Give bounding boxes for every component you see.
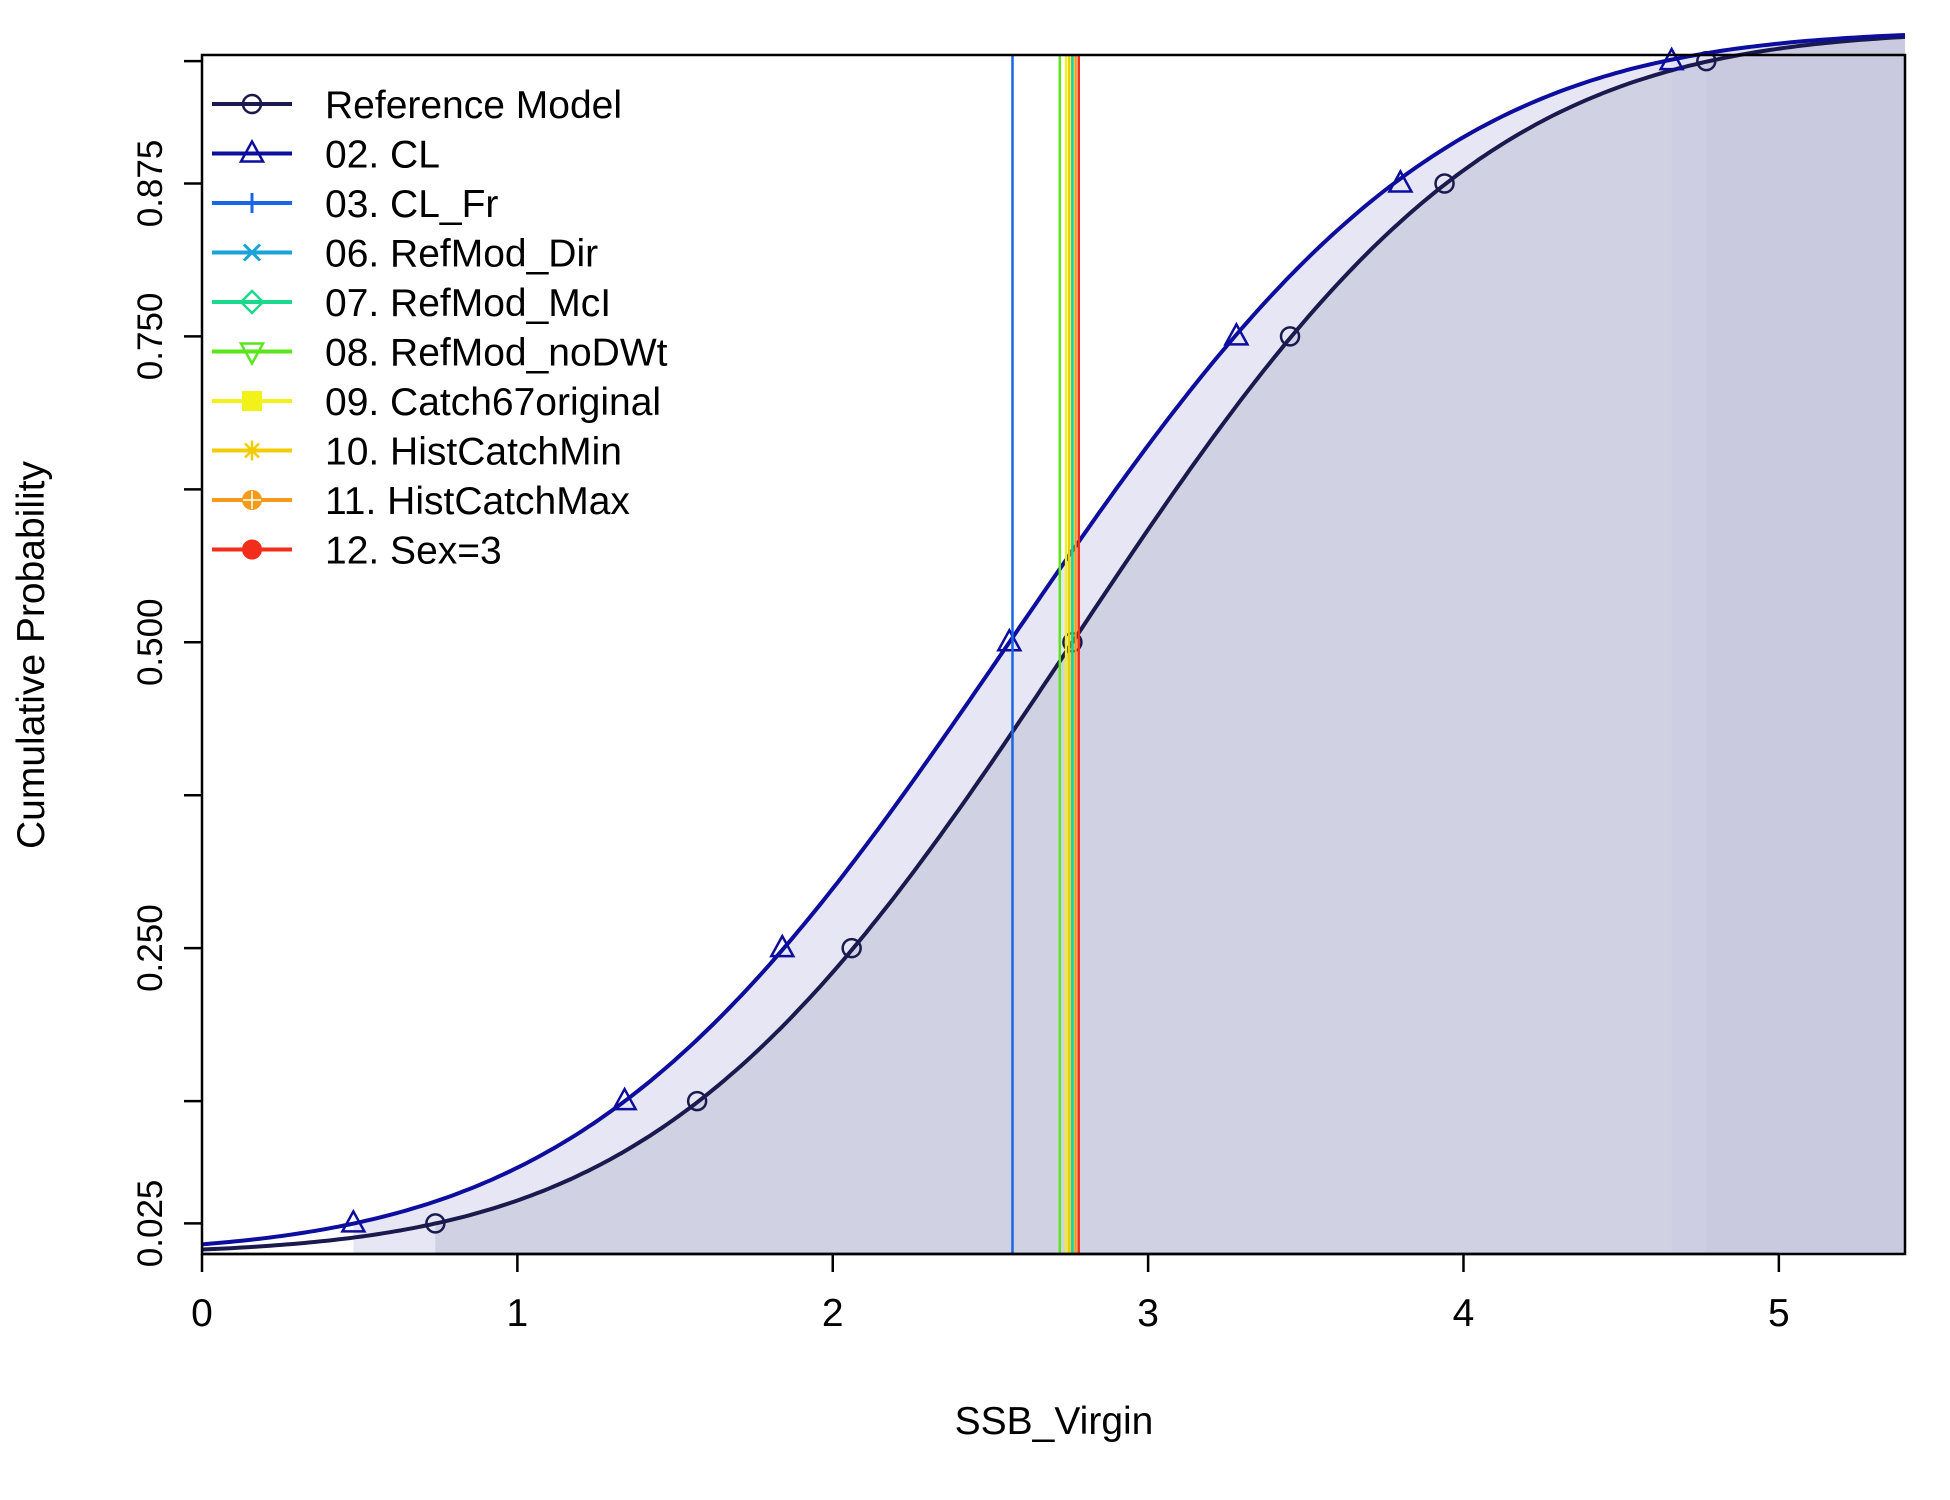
legend-label-1: 02. CL bbox=[325, 134, 440, 177]
legend-marker-0 bbox=[241, 93, 263, 115]
x-tick-label-3: 3 bbox=[1137, 1292, 1159, 1335]
legend-item-9: 12. Sex=3 bbox=[212, 530, 502, 573]
y-tick-label-0: 0.025 bbox=[131, 1180, 170, 1268]
axes: 0 1 2 3 4 5 0.025 0.250 0.500 0.750 0.875 bbox=[131, 53, 1907, 1335]
x-tick-label-0: 0 bbox=[191, 1292, 213, 1335]
y-axis-label: Cumulative Probability bbox=[10, 461, 53, 850]
legend-item-8: 11. HistCatchMax bbox=[212, 480, 630, 523]
point-1-1 bbox=[611, 1086, 638, 1111]
point-0-0 bbox=[425, 1213, 446, 1234]
point-0-4 bbox=[1279, 326, 1301, 347]
tail-area-0 bbox=[1706, 36, 1905, 1254]
legend-marker-4 bbox=[239, 289, 265, 315]
point-1-0 bbox=[340, 1208, 367, 1233]
legend-label-0: Reference Model bbox=[325, 84, 622, 127]
point-1-2 bbox=[769, 933, 796, 958]
y-tick-label-4: 0.500 bbox=[131, 598, 170, 686]
y-tick-label-6: 0.750 bbox=[131, 293, 170, 381]
curve-1 bbox=[201, 33, 1906, 1247]
point-1-3 bbox=[996, 627, 1023, 652]
x-axis-label: SSB_Virgin bbox=[955, 1400, 1154, 1443]
legend-label-4: 07. RefMod_McI bbox=[325, 282, 611, 325]
legend-marker-1 bbox=[238, 138, 266, 163]
legend: Reference Model 02. CL 03. CL_Fr 06. RefMod… bbox=[212, 84, 668, 573]
y-tick-label-7: 0.875 bbox=[131, 140, 170, 228]
legend-marker-6 bbox=[242, 391, 262, 411]
legend-label-5: 08. RefMod_noDWt bbox=[325, 332, 668, 375]
legend-item-4: 07. RefMod_McI bbox=[212, 282, 611, 325]
x-tick-label-1: 1 bbox=[507, 1292, 529, 1335]
legend-item-3: 06. RefMod_Dir bbox=[212, 233, 598, 276]
legend-label-3: 06. RefMod_Dir bbox=[325, 233, 598, 276]
legend-marker-8-cross bbox=[243, 491, 261, 509]
point-0-2 bbox=[841, 937, 862, 959]
point-0-5 bbox=[1434, 173, 1455, 194]
legend-label-6: 09. Catch67original bbox=[325, 381, 661, 424]
legend-marker-2 bbox=[242, 193, 262, 213]
point-1-4 bbox=[1223, 321, 1250, 346]
legend-label-8: 11. HistCatchMax bbox=[325, 480, 630, 523]
series-curves bbox=[201, 33, 1906, 1252]
curve-0 bbox=[201, 34, 1906, 1252]
legend-label-7: 10. HistCatchMin bbox=[325, 431, 622, 474]
legend-marker-9 bbox=[242, 539, 262, 560]
legend-marker-5 bbox=[238, 342, 266, 367]
vertical-lines bbox=[1011, 55, 1080, 1254]
legend-item-1: 02. CL bbox=[212, 134, 440, 177]
x-tick-label-2: 2 bbox=[822, 1292, 844, 1335]
legend-item-6: 09. Catch67original bbox=[212, 381, 661, 424]
legend-label-9: 12. Sex=3 bbox=[325, 530, 502, 573]
x-tick-label-5: 5 bbox=[1768, 1292, 1790, 1335]
legend-label-2: 03. CL_Fr bbox=[325, 183, 498, 226]
legend-marker-7 bbox=[242, 440, 262, 461]
point-1-5 bbox=[1387, 168, 1414, 193]
point-1-6 bbox=[1658, 46, 1685, 71]
legend-item-7: 10. HistCatchMin bbox=[212, 431, 622, 474]
x-tick-label-4: 4 bbox=[1453, 1292, 1475, 1335]
point-0-1 bbox=[686, 1090, 708, 1112]
y-tick-label-2: 0.250 bbox=[131, 904, 170, 992]
interval-shading bbox=[353, 35, 1905, 1255]
legend-marker-8 bbox=[242, 490, 262, 510]
legend-marker-3 bbox=[242, 243, 262, 262]
legend-item-2: 03. CL_Fr bbox=[212, 183, 498, 226]
legend-item-5: 08. RefMod_noDWt bbox=[212, 332, 668, 375]
interval-area-0 bbox=[435, 61, 1707, 1255]
tail-area-1 bbox=[1671, 35, 1905, 1254]
legend-item-0: Reference Model bbox=[212, 84, 622, 127]
